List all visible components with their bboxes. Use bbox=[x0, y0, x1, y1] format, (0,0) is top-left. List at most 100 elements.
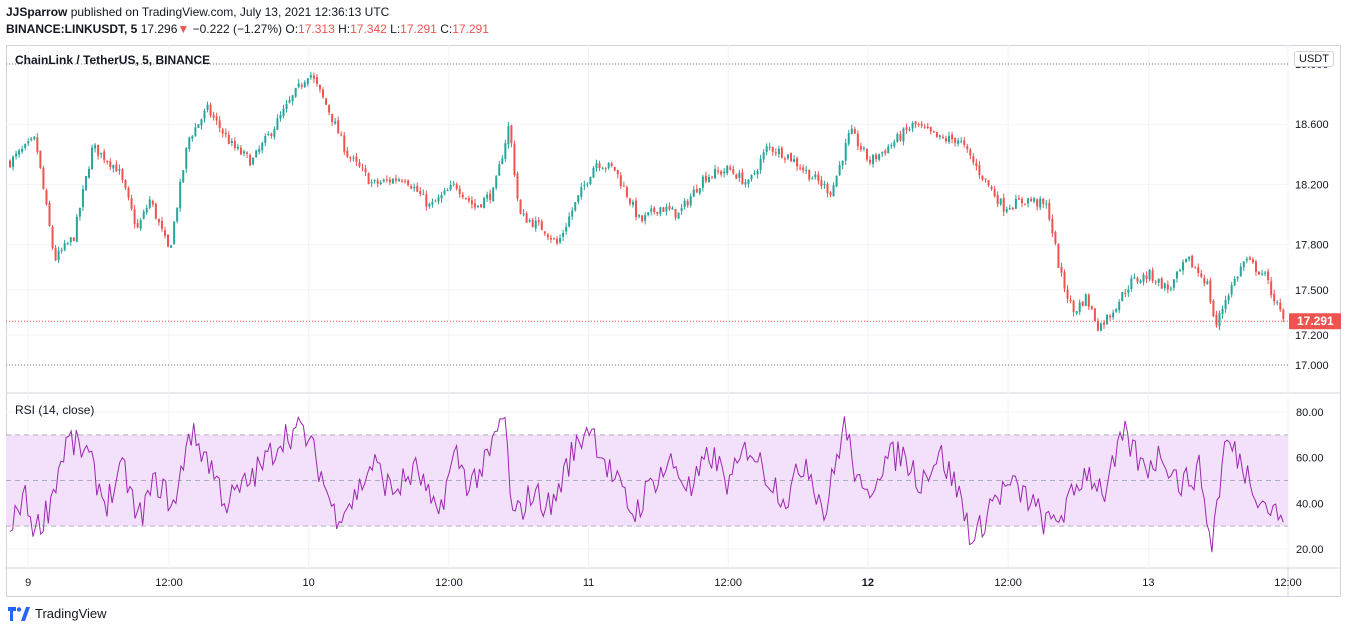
rsi-tick-label: 40.00 bbox=[1296, 498, 1324, 510]
candle-body bbox=[853, 129, 856, 134]
main-series-legend[interactable]: ChainLink / TetherUS, 5, BINANCE bbox=[15, 53, 211, 67]
candle-body bbox=[88, 168, 91, 178]
candle-body bbox=[1118, 301, 1121, 311]
candle-body bbox=[692, 189, 695, 197]
candle-body bbox=[966, 146, 969, 149]
candle-body bbox=[486, 194, 489, 199]
candle-body bbox=[1175, 271, 1178, 279]
candle-body bbox=[850, 128, 853, 134]
candle-body bbox=[686, 201, 689, 206]
candle-body bbox=[1036, 199, 1039, 207]
candle-body bbox=[124, 180, 127, 189]
tradingview-logo-icon[interactable] bbox=[8, 606, 30, 621]
candle-body bbox=[726, 166, 729, 174]
candle-body bbox=[1027, 198, 1030, 204]
candle-body bbox=[999, 198, 1002, 205]
candle-body bbox=[236, 146, 239, 149]
candle-body bbox=[941, 136, 944, 138]
candle-body bbox=[340, 134, 343, 136]
candle-body bbox=[91, 147, 94, 170]
author-name[interactable]: JJSparrow bbox=[6, 5, 68, 19]
candle-body bbox=[574, 202, 577, 211]
candle-body bbox=[27, 141, 30, 144]
price-tick-label: 17.000 bbox=[1295, 360, 1329, 372]
candle-body bbox=[826, 183, 829, 194]
candle-body bbox=[1045, 203, 1048, 205]
price-chart[interactable]: 19.00018.60018.20017.80017.50017.20017.0… bbox=[6, 45, 1341, 597]
candle-body bbox=[1002, 198, 1005, 212]
candle-body bbox=[306, 78, 309, 84]
rsi-legend[interactable]: RSI (14, close) bbox=[15, 403, 95, 417]
candle-body bbox=[802, 167, 805, 171]
candle-body bbox=[1075, 311, 1078, 314]
candle-body bbox=[996, 194, 999, 205]
candle-body bbox=[173, 221, 176, 244]
symbol-label: BINANCE:LINKUSDT, 5 bbox=[6, 22, 138, 36]
candle-body bbox=[176, 208, 179, 222]
candle-body bbox=[376, 180, 379, 184]
candle-body bbox=[595, 163, 598, 169]
candle-body bbox=[786, 154, 789, 159]
candle-body bbox=[750, 174, 753, 180]
candle-body bbox=[1087, 294, 1090, 307]
candle-body bbox=[689, 196, 692, 206]
reference-lines bbox=[6, 63, 1288, 366]
candle-body bbox=[607, 162, 610, 168]
candle-body bbox=[583, 184, 586, 187]
candle-body bbox=[586, 183, 589, 185]
candle-body bbox=[100, 152, 103, 155]
candle-body bbox=[1194, 267, 1197, 269]
footer-brand[interactable]: TradingView bbox=[35, 606, 107, 621]
candle-body bbox=[60, 249, 63, 251]
candle-body bbox=[191, 136, 194, 139]
candle-body bbox=[841, 160, 844, 166]
candle-body bbox=[504, 143, 507, 159]
candle-body bbox=[112, 165, 115, 169]
candle-body bbox=[215, 116, 218, 121]
candle-body bbox=[288, 100, 291, 103]
close-value: 17.291 bbox=[452, 22, 489, 36]
candle-body bbox=[297, 83, 300, 88]
candle-body bbox=[1157, 278, 1160, 283]
candle-body bbox=[1042, 198, 1045, 204]
candle-body bbox=[489, 193, 492, 200]
candle-body bbox=[434, 200, 437, 202]
candle-body bbox=[865, 148, 868, 160]
candle-body bbox=[920, 123, 923, 126]
candle-body bbox=[1245, 258, 1248, 261]
candle-body bbox=[1154, 281, 1157, 283]
candle-body bbox=[562, 232, 565, 237]
candle-body bbox=[1233, 278, 1236, 286]
candle-body bbox=[182, 170, 185, 183]
candle-body bbox=[671, 207, 674, 210]
candle-body bbox=[659, 207, 662, 215]
candle-body bbox=[1188, 256, 1191, 260]
candle-body bbox=[753, 173, 756, 175]
candle-body bbox=[905, 127, 908, 130]
candle-body bbox=[69, 237, 72, 243]
candle-body bbox=[540, 221, 543, 231]
candle-body bbox=[379, 182, 382, 185]
candle-body bbox=[464, 197, 467, 199]
candle-body bbox=[796, 158, 799, 167]
candle-body bbox=[1264, 272, 1267, 274]
time-tick-label: 12:00 bbox=[1274, 577, 1302, 589]
candle-body bbox=[1014, 198, 1017, 209]
candle-body bbox=[303, 82, 306, 88]
candle-body bbox=[528, 220, 531, 222]
candle-body bbox=[261, 142, 264, 151]
candle-body bbox=[227, 134, 230, 144]
candle-body bbox=[9, 160, 11, 168]
candle-body bbox=[361, 167, 364, 169]
currency-badge[interactable]: USDT bbox=[1294, 51, 1334, 67]
candle-body bbox=[422, 193, 425, 195]
candle-body bbox=[783, 158, 786, 160]
candle-body bbox=[264, 136, 267, 143]
candle-body bbox=[592, 167, 595, 178]
rsi-tick-label: 60.00 bbox=[1296, 453, 1324, 465]
high-value: 17.342 bbox=[350, 22, 387, 36]
candle-body bbox=[1017, 198, 1020, 200]
candle-body bbox=[978, 165, 981, 175]
candles bbox=[9, 71, 1285, 332]
candle-body bbox=[209, 104, 212, 116]
